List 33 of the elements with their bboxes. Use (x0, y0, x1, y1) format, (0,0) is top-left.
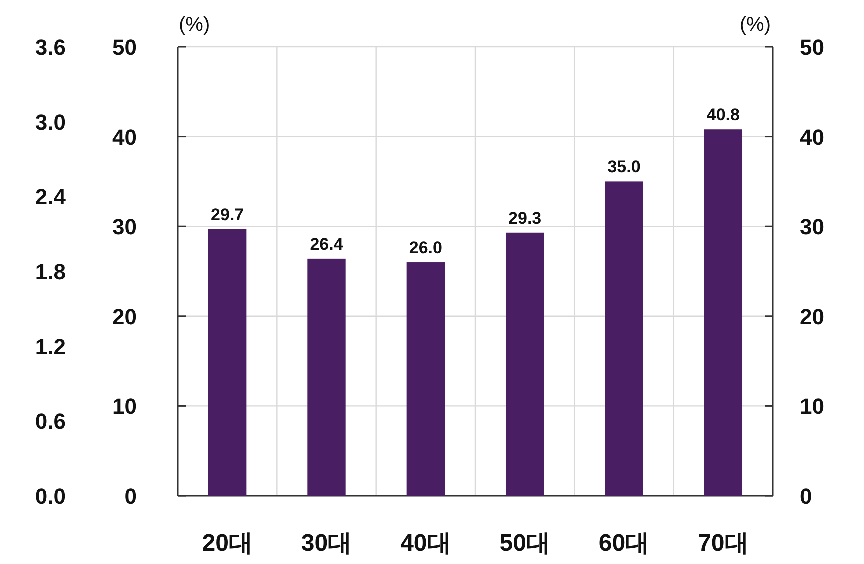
data-label: 40.8 (706, 106, 740, 125)
y-tick: 0 (124, 484, 137, 509)
y-tick: 50 (112, 35, 137, 60)
data-label: 29.7 (211, 205, 244, 224)
y-tick: 10 (112, 394, 137, 420)
y3-tick: 1.8 (35, 260, 66, 284)
y-tick: 30 (112, 214, 137, 240)
x-tick: 60대 (598, 530, 650, 557)
y3-tick: 0.0 (35, 484, 66, 509)
y-tick: 20 (112, 304, 137, 330)
x-tick: 40대 (400, 530, 452, 557)
y2-tick: 50 (800, 35, 824, 60)
y2-tick: 0 (800, 484, 812, 509)
x-tick: 50대 (500, 530, 550, 557)
y2-tick: 10 (800, 394, 824, 420)
data-label: 26.4 (310, 234, 344, 254)
y2-tick: 20 (800, 304, 824, 330)
y3-tick: 2.4 (35, 184, 66, 210)
y3-tick: 3.6 (35, 35, 66, 60)
data-label: 35.0 (608, 158, 641, 177)
y3-tick: 1.2 (35, 334, 66, 360)
data-label: 26.0 (409, 238, 442, 258)
y3-tick: 0.6 (35, 409, 66, 434)
x-tick: 20대 (202, 530, 253, 557)
y2-tick: 30 (800, 214, 824, 240)
y2-tick: 40 (800, 124, 824, 150)
x-tick: 70대 (698, 530, 749, 557)
ylabel: (%) (179, 14, 210, 36)
y2label: (%) (740, 14, 771, 36)
data-label: 29.3 (508, 208, 542, 228)
y3-tick: 3.0 (35, 110, 66, 135)
x-tick: 30대 (301, 530, 352, 557)
y-tick: 40 (112, 124, 137, 150)
